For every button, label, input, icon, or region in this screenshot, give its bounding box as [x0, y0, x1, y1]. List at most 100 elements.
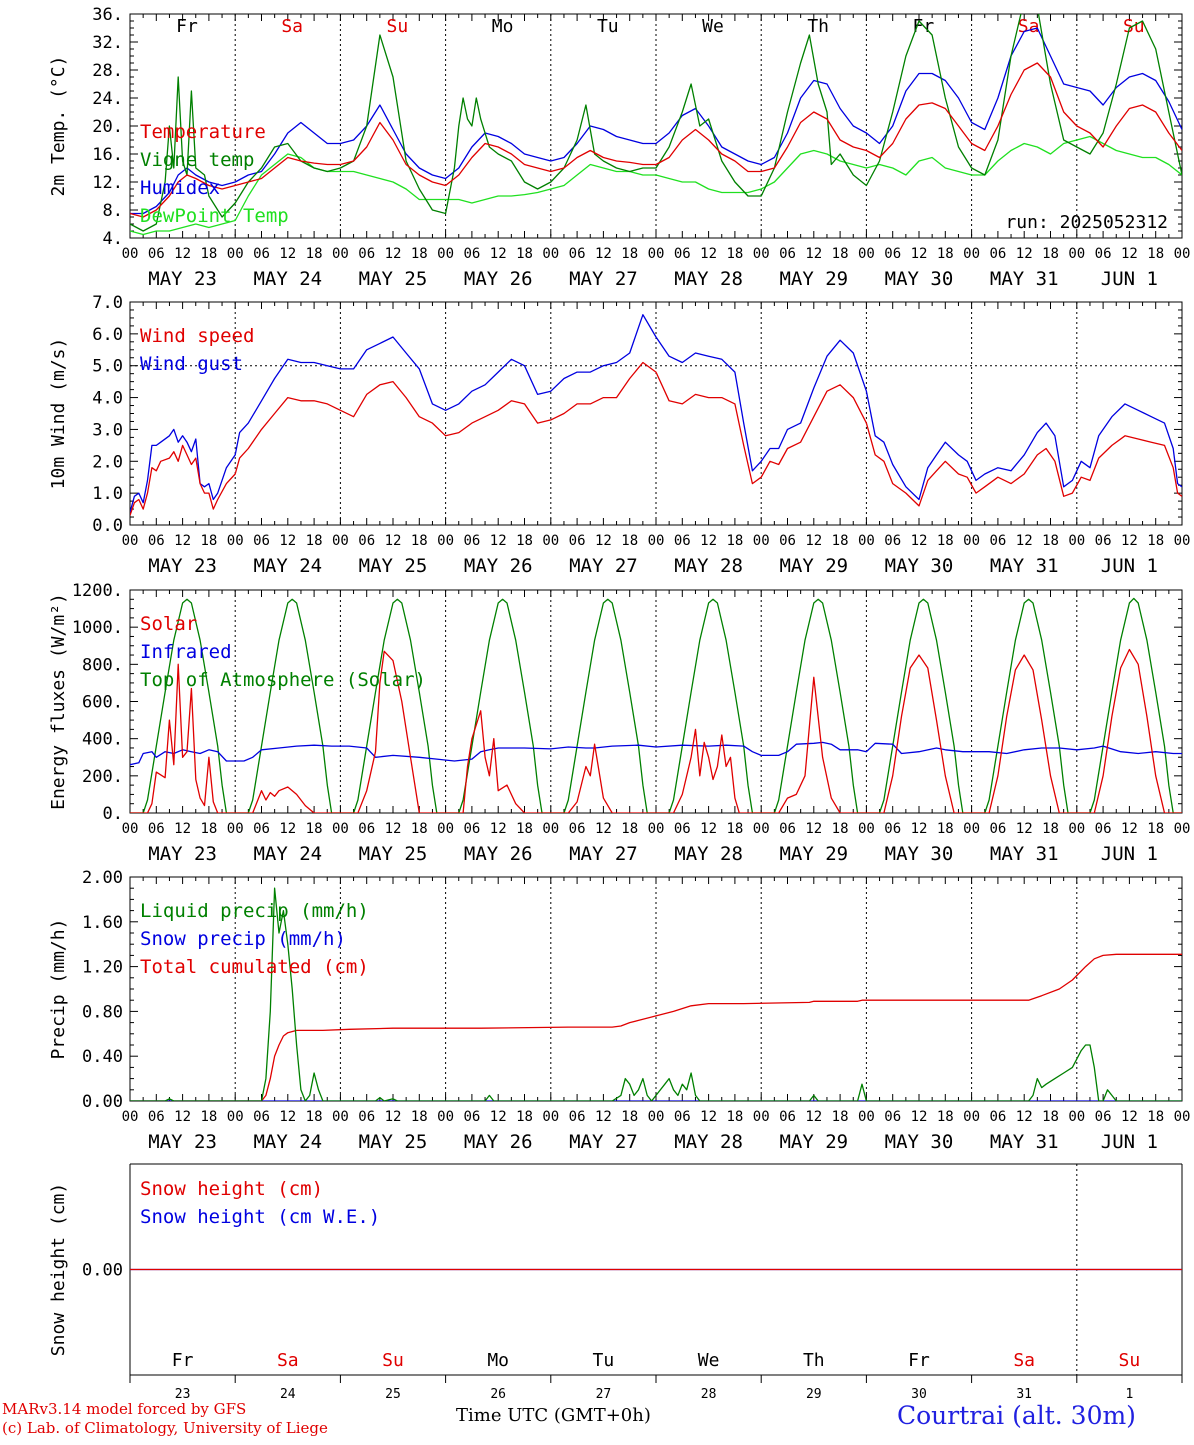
hour-tick-label: 00: [122, 1109, 139, 1125]
hour-tick-label: 18: [937, 246, 954, 262]
date-label: MAY 26: [464, 843, 533, 865]
y-tick-label: 8.: [103, 201, 123, 221]
panel-5: 0.00 Fr Sa Su Mo Tu We Th Fr Sa Su 23 24 25 26 27 28 29 30…: [48, 1163, 1183, 1402]
hour-tick-label: 00: [1174, 533, 1191, 549]
hour-tick-label: 00: [963, 533, 980, 549]
series-group: [130, 887, 1182, 1101]
hour-tick-label: 18: [937, 1109, 954, 1125]
hour-tick-label: 12: [279, 821, 296, 837]
date-label: MAY 27: [569, 1131, 638, 1153]
hour-tick-label: 18: [1147, 821, 1164, 837]
hour-tick-label: 18: [1147, 533, 1164, 549]
y-tick-label: 400.: [82, 730, 123, 750]
hour-tick-label: 18: [621, 533, 638, 549]
y-tick-label: 28.: [92, 61, 123, 81]
date-label: MAY 31: [990, 1131, 1059, 1153]
legend-entry: Wind speed: [140, 325, 254, 347]
hour-tick-label: 06: [884, 533, 901, 549]
hour-tick-label: 18: [411, 821, 428, 837]
legend-entry: Snow height (cm): [140, 1178, 323, 1200]
day-name-label: Tu: [593, 1350, 615, 1371]
legend-entry: Snow height (cm W.E.): [140, 1206, 380, 1228]
legend-entry: Humidex: [140, 177, 220, 199]
day-name-label: Tu: [597, 16, 619, 37]
date-label: MAY 27: [569, 555, 638, 577]
hour-tick-label: 12: [174, 246, 191, 262]
hour-tick-label: 00: [963, 1109, 980, 1125]
hour-tick-label: 06: [253, 246, 270, 262]
date-label: MAY 28: [674, 843, 743, 865]
hour-tick-label: 00: [542, 246, 559, 262]
hour-tick-label: 12: [385, 246, 402, 262]
hour-tick-label: 00: [1174, 246, 1191, 262]
date-label: MAY 25: [359, 268, 428, 290]
day-name-label: Mo: [487, 1350, 509, 1371]
hour-tick-label: 18: [411, 1109, 428, 1125]
date-label: MAY 27: [569, 843, 638, 865]
hour-tick-label: 18: [726, 821, 743, 837]
hour-tick-label: 00: [437, 821, 454, 837]
date-label: MAY 23: [148, 843, 217, 865]
hour-tick-label: 06: [253, 1109, 270, 1125]
hour-tick-label: 18: [1042, 821, 1059, 837]
y-tick-label: 0.00: [82, 1261, 123, 1281]
hour-tick-label: 12: [174, 533, 191, 549]
hour-tick-label: 00: [753, 246, 770, 262]
day-name-label: Fr: [172, 1350, 194, 1371]
hour-tick-label: 12: [805, 821, 822, 837]
date-label: MAY 23: [148, 1131, 217, 1153]
hour-tick-label: 00: [542, 1109, 559, 1125]
date-label: MAY 30: [885, 1131, 954, 1153]
run-label: run: 2025052312: [1005, 212, 1168, 233]
hour-tick-label: 06: [569, 821, 586, 837]
model-credit: MARv3.14 model forced by GFS (c) Lab. of…: [2, 1400, 328, 1438]
hour-tick-label: 00: [858, 821, 875, 837]
credit-line-2: (c) Lab. of Climatology, University of L…: [2, 1419, 328, 1437]
hour-tick-label: 18: [200, 821, 217, 837]
hour-tick-label: 00: [858, 533, 875, 549]
hour-tick-label: 18: [621, 1109, 638, 1125]
hour-tick-label: 06: [674, 246, 691, 262]
day-name-label: Su: [1119, 1350, 1141, 1371]
hour-tick-label: 00: [227, 246, 244, 262]
date-label: MAY 31: [990, 268, 1059, 290]
y-tick-label: 24.: [92, 89, 123, 109]
hour-tick-label: 12: [279, 1109, 296, 1125]
hour-tick-label: 06: [463, 1109, 480, 1125]
hour-tick-label: 18: [411, 533, 428, 549]
day-number-label: 26: [490, 1387, 506, 1402]
series-group: [130, 14, 1182, 236]
hour-tick-label: 12: [700, 246, 717, 262]
hour-tick-label: 00: [963, 821, 980, 837]
hour-tick-label: 18: [726, 246, 743, 262]
date-label: MAY 25: [359, 1131, 428, 1153]
hour-tick-label: 12: [1121, 246, 1138, 262]
hour-tick-label: 00: [437, 1109, 454, 1125]
y-tick-label: 1.0: [92, 484, 123, 504]
day-name-label: Th: [807, 16, 829, 37]
day-name-label: Sa: [1013, 1350, 1035, 1371]
hour-tick-label: 12: [595, 533, 612, 549]
x-axis-title: Time UTC (GMT+0h): [456, 1405, 651, 1426]
hour-tick-label: 00: [1174, 821, 1191, 837]
day-name-label: Th: [803, 1350, 825, 1371]
hour-tick-label: 18: [516, 246, 533, 262]
hour-tick-label: 12: [595, 246, 612, 262]
day-number-label: 27: [596, 1387, 612, 1402]
hour-tick-label: 00: [963, 246, 980, 262]
hour-tick-label: 18: [516, 821, 533, 837]
date-label: MAY 27: [569, 268, 638, 290]
hour-tick-label: 06: [989, 246, 1006, 262]
date-label: MAY 26: [464, 1131, 533, 1153]
series-line: [130, 741, 1182, 766]
hour-tick-label: 12: [1121, 1109, 1138, 1125]
date-label: MAY 26: [464, 268, 533, 290]
panel-3: 0. 200. 400. 600. 800. 1000. 1200. 00 06 12 18 00 06…: [48, 581, 1190, 865]
series-group: [130, 314, 1182, 516]
hour-tick-label: 18: [1042, 246, 1059, 262]
hour-tick-label: 00: [122, 821, 139, 837]
series-line: [130, 887, 1182, 1101]
hour-tick-label: 12: [1016, 246, 1033, 262]
credit-line-1: MARv3.14 model forced by GFS: [2, 1400, 247, 1418]
hour-tick-label: 00: [648, 1109, 665, 1125]
